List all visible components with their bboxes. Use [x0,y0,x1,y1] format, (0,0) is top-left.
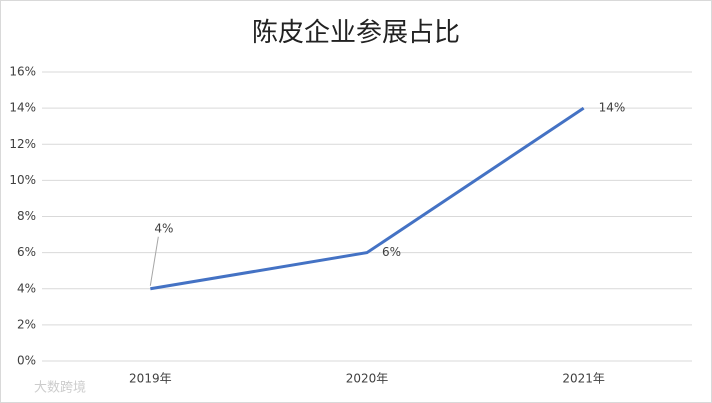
y-tick-label: 14% [9,101,36,115]
y-tick-label: 16% [9,65,36,79]
y-tick-label: 4% [17,281,36,295]
y-tick-label: 0% [17,354,36,368]
y-tick-label: 2% [17,317,36,331]
watermark: 大数跨境 [34,381,86,396]
data-label: 14% [599,101,626,115]
leader-line [149,236,159,286]
x-tick-label: 2020年 [346,372,389,386]
data-label: 6% [382,245,401,259]
y-tick-label: 6% [17,245,36,259]
line [150,106,585,291]
y-tick-label: 8% [17,209,36,223]
chart-title: 陈皮企业参展占比 [252,18,460,48]
y-tick-label: 10% [9,173,36,187]
x-tick-label: 2021年 [562,372,605,386]
x-tick-label: 2019年 [129,372,172,386]
data-label: 4% [154,221,173,235]
y-tick-label: 12% [9,137,36,151]
